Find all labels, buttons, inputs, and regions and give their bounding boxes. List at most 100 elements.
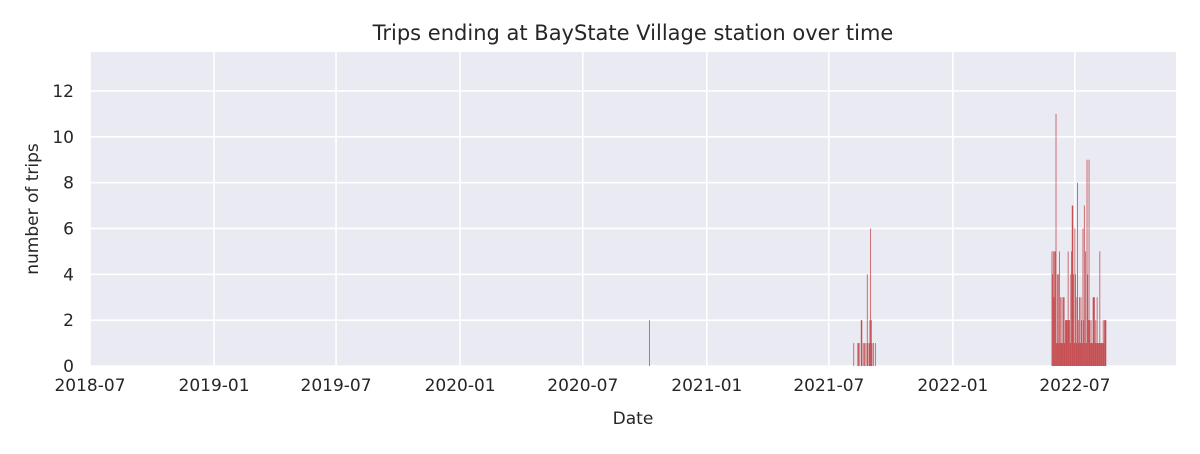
bar — [870, 320, 872, 366]
bar — [1086, 159, 1088, 366]
bar — [1100, 343, 1101, 366]
bar — [1104, 320, 1106, 366]
bar — [871, 343, 873, 366]
bar — [649, 320, 650, 366]
bar — [866, 274, 868, 366]
bar — [1105, 320, 1107, 366]
bar — [1096, 343, 1097, 366]
bar — [1063, 297, 1065, 366]
bar — [1100, 343, 1102, 366]
bar — [1074, 228, 1076, 366]
bar — [1083, 205, 1085, 366]
bar — [872, 343, 874, 366]
bar — [1095, 320, 1097, 366]
bar — [1067, 251, 1069, 366]
plot-area — [90, 52, 1176, 366]
bar — [1058, 274, 1060, 366]
x-tick-label: 2019-07 — [301, 376, 372, 396]
chart-title: Trips ending at BayState Village station… — [372, 21, 894, 45]
bar — [1062, 343, 1064, 366]
bar — [1053, 297, 1055, 366]
bar — [1061, 343, 1062, 366]
bar — [1054, 251, 1056, 366]
x-tick-label: 2021-07 — [793, 376, 864, 396]
x-axis-label: Date — [613, 409, 654, 429]
bar — [1089, 320, 1091, 366]
bar — [1081, 343, 1083, 366]
y-tick-label: 4 — [63, 265, 74, 285]
bar — [1087, 274, 1089, 366]
x-tick-label: 2020-07 — [547, 376, 618, 396]
bar — [1082, 228, 1084, 366]
bar — [1080, 297, 1082, 366]
bar — [1103, 343, 1105, 366]
bar — [1084, 343, 1086, 366]
bar — [867, 343, 869, 366]
bar — [1057, 343, 1059, 366]
bar — [1076, 297, 1078, 366]
y-tick-label: 0 — [63, 357, 74, 377]
bar — [1098, 343, 1099, 366]
y-tick-label: 6 — [63, 219, 74, 239]
bar — [868, 343, 870, 366]
bar — [861, 320, 863, 366]
bars — [649, 113, 1107, 366]
bar — [1085, 251, 1087, 366]
bar — [864, 343, 865, 366]
bar — [1073, 274, 1074, 366]
y-tick-label: 8 — [63, 174, 74, 194]
bar — [1071, 205, 1073, 366]
bar — [1081, 320, 1083, 366]
bar — [1097, 343, 1099, 366]
x-tick-label: 2020-01 — [425, 376, 496, 396]
bar — [1094, 343, 1096, 366]
bar — [865, 343, 867, 366]
bar — [1073, 343, 1075, 366]
bar — [1079, 343, 1081, 366]
bar — [858, 343, 859, 366]
bar — [1056, 343, 1058, 366]
bar — [1096, 297, 1098, 366]
bar — [1067, 320, 1068, 366]
y-axis-label: number of trips — [23, 143, 43, 275]
bar — [1090, 320, 1092, 366]
y-tick-label: 10 — [52, 128, 74, 148]
bar — [1070, 274, 1072, 366]
bar — [1056, 274, 1058, 366]
bar — [1052, 251, 1054, 366]
bar — [1102, 343, 1103, 366]
bar — [1058, 251, 1060, 366]
bar — [1094, 297, 1095, 366]
bar — [1065, 320, 1067, 366]
bar — [1051, 251, 1053, 366]
bar — [1085, 343, 1087, 366]
bar — [1077, 182, 1078, 366]
bar — [1079, 297, 1080, 366]
bar — [869, 320, 871, 366]
bar — [1069, 343, 1071, 366]
bar — [1059, 343, 1061, 366]
x-tick-label: 2018-07 — [54, 376, 125, 396]
bar — [1071, 251, 1072, 366]
grid — [89, 52, 1176, 367]
bar — [1066, 320, 1068, 366]
bar — [1068, 320, 1070, 366]
bar — [862, 343, 864, 366]
bar — [1060, 297, 1062, 366]
y-tick-label: 2 — [63, 311, 74, 331]
bar — [1054, 251, 1056, 366]
bar — [1065, 320, 1066, 366]
bar — [870, 228, 872, 366]
bar — [1092, 343, 1093, 366]
bar — [1055, 113, 1057, 366]
x-tick-label: 2021-01 — [671, 376, 742, 396]
bar — [1092, 297, 1094, 366]
bar — [1064, 343, 1066, 366]
bar — [1093, 297, 1095, 366]
bar — [1102, 320, 1104, 366]
x-tick-label: 2019-01 — [179, 376, 250, 396]
bar — [1072, 205, 1074, 366]
y-tick-label: 12 — [52, 82, 74, 102]
bar — [1089, 343, 1091, 366]
